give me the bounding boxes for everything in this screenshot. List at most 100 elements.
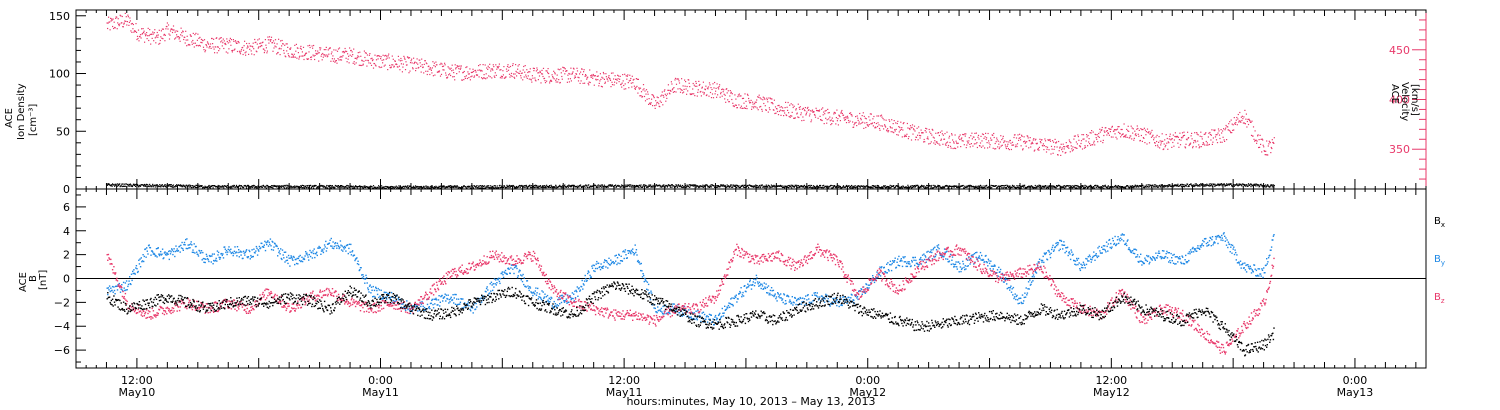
velocity-point <box>754 103 756 105</box>
velocity-point <box>249 48 251 50</box>
by-point <box>213 253 215 255</box>
velocity-point <box>379 66 381 69</box>
velocity-point <box>580 80 582 82</box>
velocity-point <box>1110 136 1112 138</box>
velocity-point <box>723 89 725 91</box>
density-point <box>553 186 555 188</box>
velocity-point <box>879 129 881 131</box>
velocity-point <box>336 50 339 52</box>
velocity-point <box>245 54 247 56</box>
velocity-point <box>1196 133 1198 135</box>
velocity-point <box>492 69 494 71</box>
velocity-point <box>830 119 832 121</box>
density-point <box>859 185 861 187</box>
velocity-point <box>546 70 548 72</box>
velocity-point <box>650 103 652 105</box>
velocity-point <box>653 97 655 99</box>
velocity-point <box>253 54 255 56</box>
density-point <box>245 185 247 187</box>
density-point <box>391 187 393 189</box>
velocity-point <box>1005 147 1007 150</box>
density-point <box>606 185 609 187</box>
density-point <box>270 186 272 188</box>
velocity-point <box>319 49 321 51</box>
velocity-point <box>826 122 828 124</box>
velocity-point <box>818 110 820 112</box>
velocity-point <box>988 142 990 144</box>
density-point <box>852 185 854 187</box>
density-point <box>422 187 424 189</box>
velocity-point <box>185 39 187 41</box>
density-point <box>339 185 342 187</box>
velocity-point <box>364 52 366 54</box>
velocity-point <box>731 98 733 101</box>
velocity-point <box>971 138 973 140</box>
velocity-point <box>862 112 864 114</box>
density-point <box>695 184 697 186</box>
velocity-point <box>894 129 896 131</box>
density-point <box>1155 184 1157 186</box>
velocity-point <box>692 82 694 85</box>
velocity-point <box>725 101 727 103</box>
by-point <box>174 255 176 258</box>
velocity-point <box>844 117 846 119</box>
density-point <box>1180 186 1183 188</box>
density-point <box>452 186 454 188</box>
velocity-point <box>319 47 321 49</box>
by-point <box>261 242 263 245</box>
velocity-point <box>958 135 960 138</box>
density-point <box>467 185 469 187</box>
velocity-point <box>1047 139 1050 141</box>
velocity-point <box>1125 136 1127 138</box>
velocity-point <box>297 47 299 49</box>
density-point <box>1031 185 1033 187</box>
density-point <box>692 184 694 186</box>
density-point <box>1172 186 1174 188</box>
velocity-point <box>1184 147 1187 149</box>
velocity-point <box>748 100 750 102</box>
velocity-point <box>1230 132 1232 134</box>
density-point <box>119 183 121 185</box>
velocity-point <box>486 77 488 79</box>
density-point <box>589 186 591 188</box>
density-point <box>1145 184 1147 186</box>
velocity-point <box>1187 137 1189 139</box>
velocity-point <box>181 32 183 34</box>
velocity-point <box>729 95 731 97</box>
velocity-point <box>1082 134 1085 136</box>
velocity-point <box>967 142 969 144</box>
density-point <box>1261 184 1263 186</box>
by-point <box>132 272 134 275</box>
density-point <box>931 184 933 187</box>
density-point <box>395 186 397 188</box>
velocity-point <box>1093 142 1095 144</box>
velocity-point <box>776 108 778 110</box>
density-point <box>914 185 917 187</box>
velocity-point <box>300 45 302 47</box>
density-point <box>849 187 851 189</box>
velocity-point <box>1079 145 1081 147</box>
by-point <box>107 287 110 289</box>
density-point <box>750 185 752 187</box>
density-point <box>233 185 235 187</box>
density-point <box>447 186 449 188</box>
density-point <box>384 187 386 189</box>
velocity-point <box>880 114 883 116</box>
velocity-point <box>647 91 649 93</box>
velocity-point <box>1243 122 1245 124</box>
velocity-point <box>537 79 539 81</box>
velocity-point <box>1089 143 1091 145</box>
density-point <box>333 186 335 188</box>
by-point <box>163 257 165 259</box>
velocity-point <box>554 72 556 74</box>
density-point <box>680 185 682 187</box>
velocity-point <box>693 84 695 86</box>
velocity-point <box>1101 129 1103 131</box>
density-point <box>666 186 668 188</box>
density-point <box>134 185 137 187</box>
velocity-point <box>564 73 566 75</box>
velocity-point <box>143 31 145 34</box>
density-point <box>901 187 903 189</box>
velocity-point <box>724 98 726 100</box>
velocity-point <box>751 108 753 110</box>
